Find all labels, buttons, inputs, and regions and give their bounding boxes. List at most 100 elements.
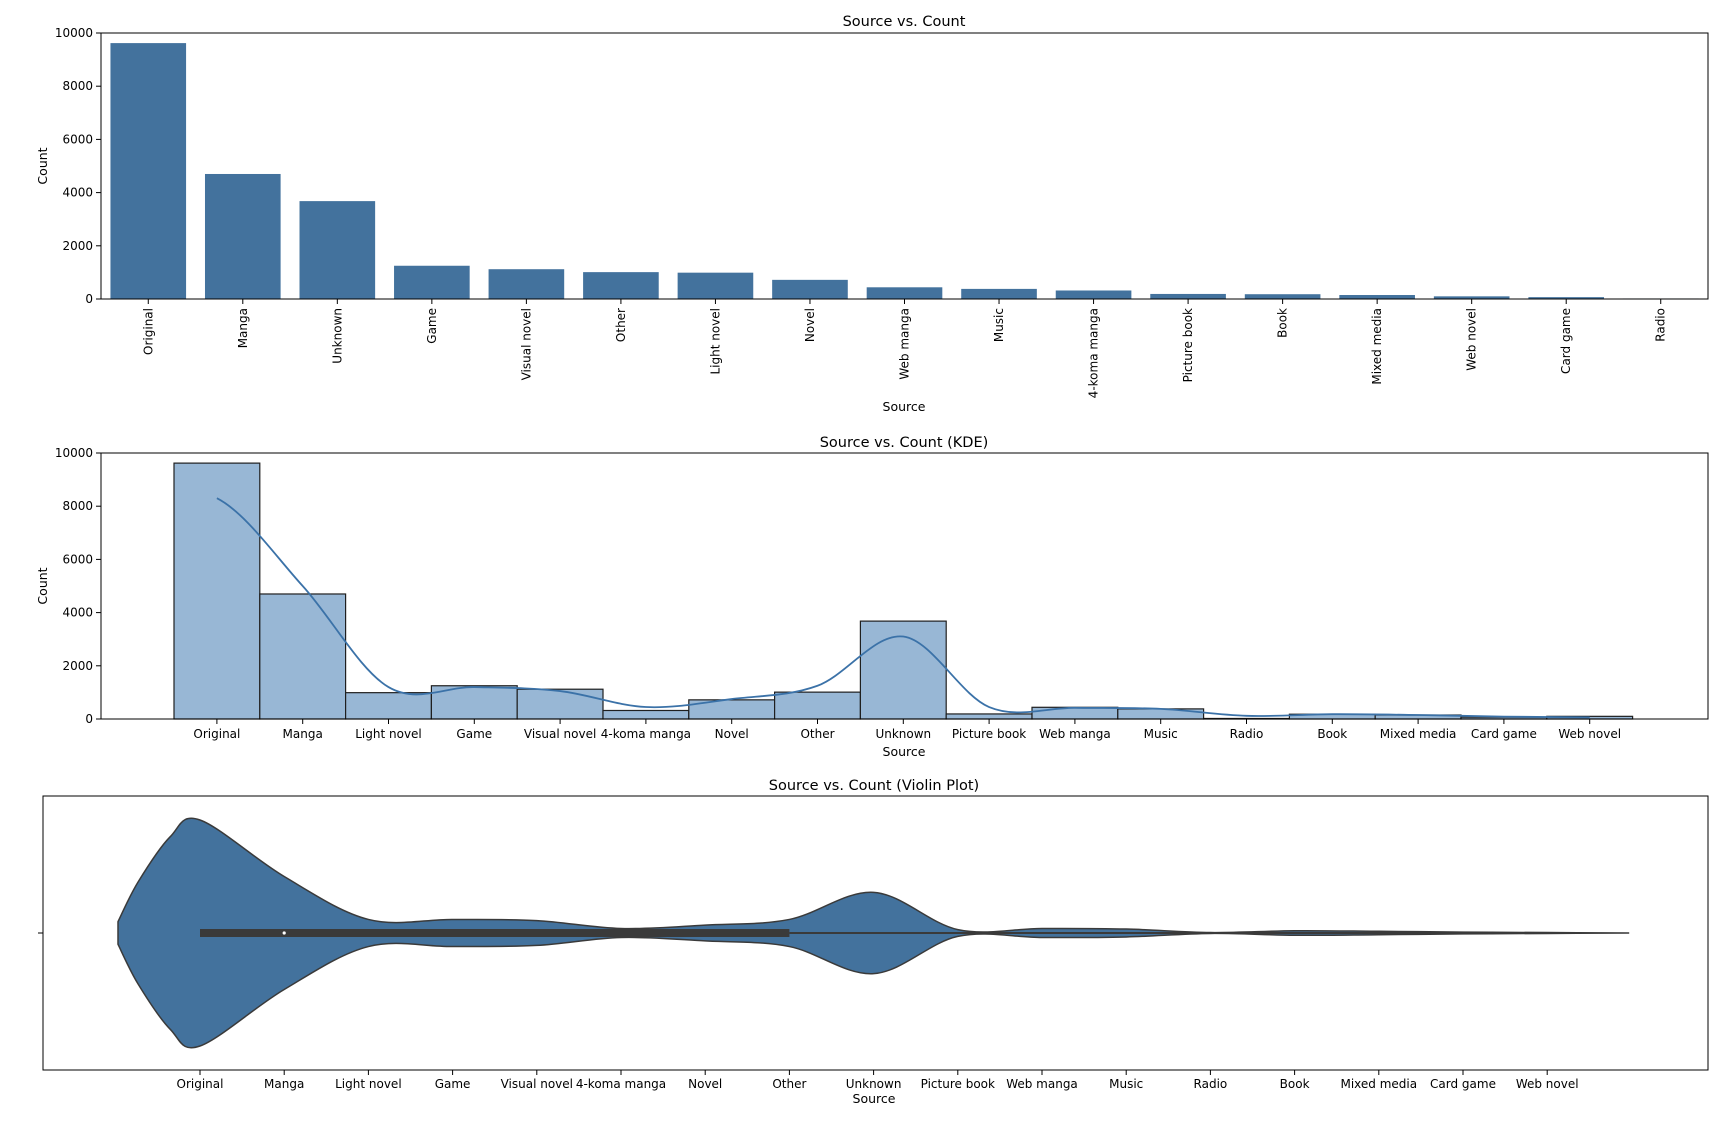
y-tick-label: 6000 xyxy=(62,132,93,146)
y-tick-label: 0 xyxy=(85,712,93,726)
x-tick-label: Radio xyxy=(1194,1077,1228,1091)
x-tick-label: Web novel xyxy=(1516,1077,1579,1091)
x-axis-label: Source xyxy=(883,744,926,759)
x-tick-label: Original xyxy=(141,308,155,355)
x-tick-label: Manga xyxy=(283,727,323,741)
x-tick-label: 4-koma manga xyxy=(1087,308,1101,398)
x-tick-label: Original xyxy=(193,727,240,741)
chart-title: Source vs. Count (Violin Plot) xyxy=(769,778,979,794)
x-tick-label: Web novel xyxy=(1465,308,1479,371)
y-tick-label: 8000 xyxy=(62,499,93,513)
x-tick-label: Game xyxy=(425,308,439,344)
x-tick-label: Manga xyxy=(264,1077,304,1091)
violin-median xyxy=(282,931,286,935)
x-tick-label: Novel xyxy=(688,1077,722,1091)
x-tick-label: Music xyxy=(1109,1077,1143,1091)
x-axis-label: Source xyxy=(853,1091,896,1106)
bar-chart-panel: Source vs. Count 0200040006000800010000 … xyxy=(35,14,1709,414)
bar xyxy=(488,269,565,299)
x-tick-label: Picture book xyxy=(1181,308,1195,382)
x-tick-label: Web manga xyxy=(1039,727,1111,741)
x-tick-label: Card game xyxy=(1430,1077,1496,1091)
y-tick-label: 8000 xyxy=(62,79,93,93)
x-tick-label: 4-koma manga xyxy=(576,1077,666,1091)
x-tick-label: Novel xyxy=(715,727,749,741)
histogram-bar xyxy=(516,688,604,720)
x-tick-label: Visual novel xyxy=(519,308,533,380)
x-tick-label: Mixed media xyxy=(1370,308,1384,385)
bar xyxy=(204,173,281,299)
y-tick-label: 0 xyxy=(85,292,93,306)
histogram-bar xyxy=(259,593,347,720)
histogram-bar xyxy=(345,692,433,720)
bar xyxy=(961,288,1037,299)
x-tick-label: Music xyxy=(1144,727,1178,741)
x-tick-label: Radio xyxy=(1230,727,1264,741)
histogram-bar xyxy=(602,709,690,720)
y-tick-label: 2000 xyxy=(62,659,93,673)
bar xyxy=(1150,293,1226,299)
x-tick-label: Game xyxy=(456,727,492,741)
x-tick-label: Light novel xyxy=(355,727,422,741)
y-tick-label: 6000 xyxy=(62,552,93,566)
y-tick-label: 4000 xyxy=(62,606,93,620)
x-tick-label: Light novel xyxy=(708,308,722,375)
bar xyxy=(1055,290,1132,299)
chart-title: Source vs. Count xyxy=(843,14,966,30)
x-tick-label: Picture book xyxy=(952,727,1026,741)
x-tick-label: Radio xyxy=(1654,308,1668,342)
x-axis-label: Source xyxy=(883,399,926,414)
x-tick-label: Book xyxy=(1276,308,1290,338)
y-tick-label: 10000 xyxy=(55,26,93,40)
x-tick-label: Web manga xyxy=(1006,1077,1078,1091)
x-tick-label: Visual novel xyxy=(524,727,596,741)
bar xyxy=(110,43,187,299)
bar xyxy=(677,272,754,299)
bar xyxy=(1528,297,1605,299)
x-tick-label: Manga xyxy=(236,308,250,348)
x-tick-label: Other xyxy=(614,308,628,342)
histogram-bar xyxy=(1031,706,1119,720)
histogram-bar xyxy=(945,713,1033,720)
violin-box xyxy=(200,929,790,937)
histogram-bar xyxy=(173,462,261,720)
chart-title: Source vs. Count (KDE) xyxy=(820,435,989,451)
y-tick-label: 4000 xyxy=(62,186,93,200)
x-tick-label: Game xyxy=(435,1077,471,1091)
histogram-bar xyxy=(773,691,861,720)
y-tick-label: 10000 xyxy=(55,446,93,460)
bar xyxy=(299,201,376,299)
violin-panel: Source vs. Count (Violin Plot) Original M… xyxy=(38,778,1709,1106)
x-tick-label: Unknown xyxy=(875,727,931,741)
x-tick-label: Unknown xyxy=(330,308,344,364)
x-tick-label: Other xyxy=(800,727,834,741)
bar xyxy=(1339,295,1415,299)
plot-frame xyxy=(100,452,1709,720)
x-tick-label: 4-koma manga xyxy=(601,727,691,741)
histogram-panel: Source vs. Count (KDE) 0 2000 4000 6000 8000… xyxy=(35,435,1709,759)
x-tick-label: Card game xyxy=(1471,727,1537,741)
x-tick-label: Unknown xyxy=(846,1077,902,1091)
x-tick-label: Light novel xyxy=(335,1077,402,1091)
x-tick-label: Card game xyxy=(1559,308,1573,374)
x-tick-label: Music xyxy=(992,308,1006,342)
bar xyxy=(1244,294,1321,299)
bar xyxy=(772,279,848,299)
x-tick-label: Mixed media xyxy=(1340,1077,1417,1091)
x-tick-label: Original xyxy=(177,1077,224,1091)
y-axis-label: Count xyxy=(35,147,50,184)
bar xyxy=(866,287,943,299)
x-tick-label: Novel xyxy=(803,308,817,342)
x-tick-label: Mixed media xyxy=(1380,727,1457,741)
bar xyxy=(583,272,659,299)
y-axis-label: Count xyxy=(35,567,50,604)
x-tick-label: Web novel xyxy=(1558,727,1621,741)
x-tick-label: Book xyxy=(1317,727,1347,741)
x-tick-label: Book xyxy=(1280,1077,1310,1091)
x-tick-label: Picture book xyxy=(921,1077,995,1091)
x-tick-label: Visual novel xyxy=(501,1077,573,1091)
x-tick-label: Other xyxy=(772,1077,806,1091)
kde-line xyxy=(216,497,1590,719)
y-tick-label: 2000 xyxy=(62,239,93,253)
